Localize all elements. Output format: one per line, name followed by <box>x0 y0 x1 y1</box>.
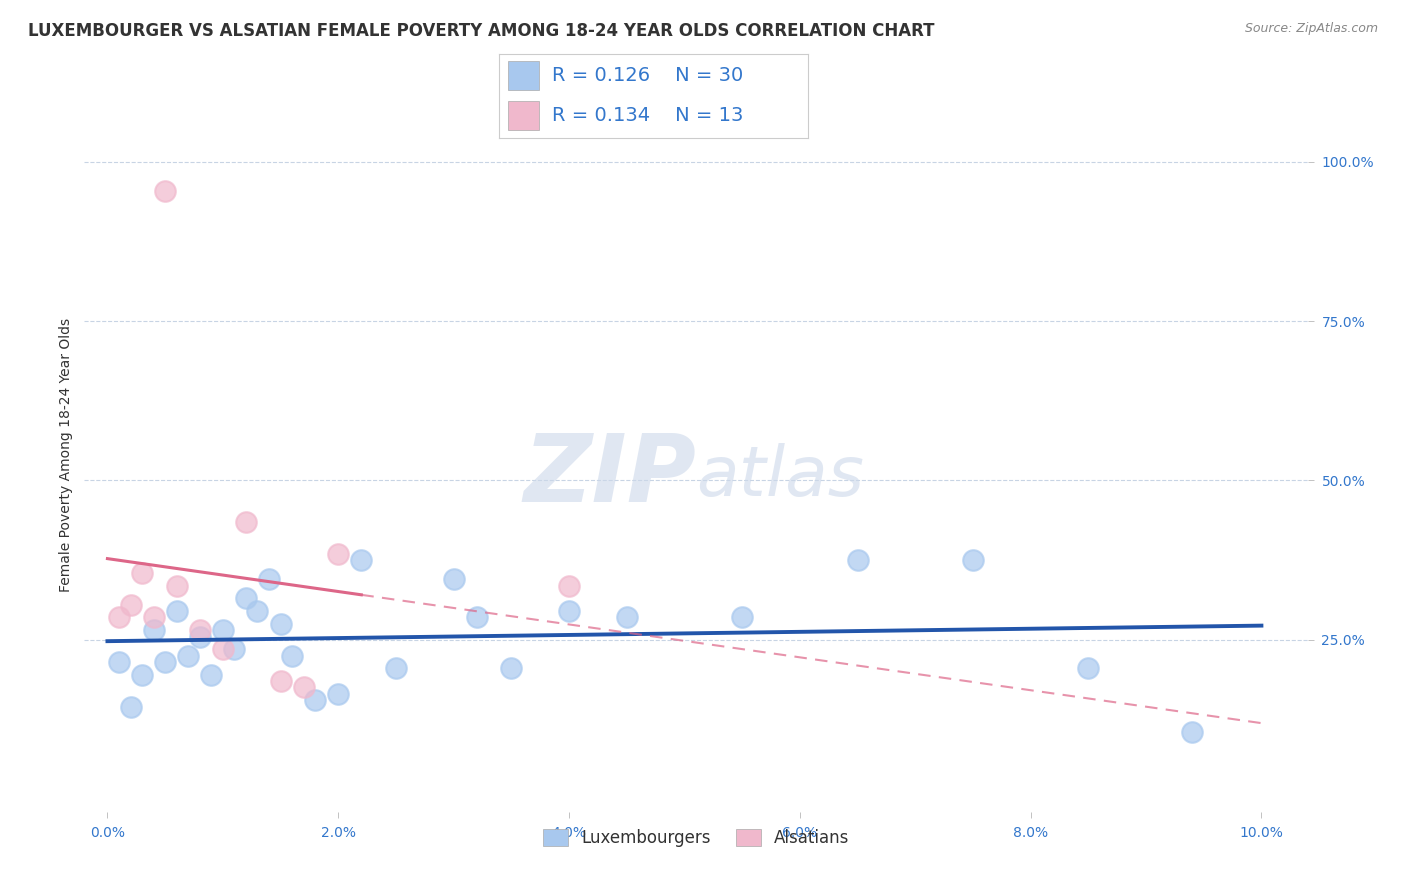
Point <box>211 642 233 657</box>
Point <box>350 553 373 567</box>
Point <box>558 604 581 618</box>
Point <box>153 655 176 669</box>
Point <box>501 661 523 675</box>
Point <box>731 610 754 624</box>
Text: ZIP: ZIP <box>523 430 696 523</box>
Text: atlas: atlas <box>696 442 863 510</box>
Point <box>246 604 269 618</box>
Point <box>304 693 326 707</box>
Point <box>166 578 188 592</box>
Point <box>235 515 257 529</box>
Text: R = 0.134    N = 13: R = 0.134 N = 13 <box>551 106 744 125</box>
Legend: Luxembourgers, Alsatians: Luxembourgers, Alsatians <box>536 822 856 854</box>
Point <box>188 630 211 644</box>
Point <box>177 648 200 663</box>
Point <box>270 616 292 631</box>
Point <box>188 623 211 637</box>
Point <box>200 667 222 681</box>
Bar <box>509 101 540 130</box>
Point <box>962 553 984 567</box>
Point <box>120 598 142 612</box>
Text: LUXEMBOURGER VS ALSATIAN FEMALE POVERTY AMONG 18-24 YEAR OLDS CORRELATION CHART: LUXEMBOURGER VS ALSATIAN FEMALE POVERTY … <box>28 22 935 40</box>
Point <box>1181 725 1204 739</box>
Point <box>328 687 350 701</box>
Point <box>558 578 581 592</box>
Point <box>131 667 153 681</box>
Point <box>108 655 131 669</box>
Y-axis label: Female Poverty Among 18-24 Year Olds: Female Poverty Among 18-24 Year Olds <box>59 318 73 592</box>
Point <box>281 648 304 663</box>
Point <box>131 566 153 580</box>
Point <box>211 623 233 637</box>
Text: R = 0.126    N = 30: R = 0.126 N = 30 <box>551 66 742 85</box>
Point <box>142 623 165 637</box>
Point <box>328 547 350 561</box>
Text: Source: ZipAtlas.com: Source: ZipAtlas.com <box>1244 22 1378 36</box>
Point <box>142 610 165 624</box>
Point <box>108 610 131 624</box>
Point <box>235 591 257 606</box>
Point <box>616 610 638 624</box>
Point <box>385 661 408 675</box>
Bar <box>509 62 540 90</box>
Point <box>166 604 188 618</box>
Point <box>443 572 465 586</box>
Point <box>846 553 869 567</box>
Point <box>270 674 292 689</box>
Point <box>224 642 246 657</box>
Point <box>292 681 315 695</box>
Point <box>1077 661 1099 675</box>
Point <box>465 610 488 624</box>
Point <box>153 184 176 198</box>
Point <box>120 699 142 714</box>
Point <box>257 572 280 586</box>
